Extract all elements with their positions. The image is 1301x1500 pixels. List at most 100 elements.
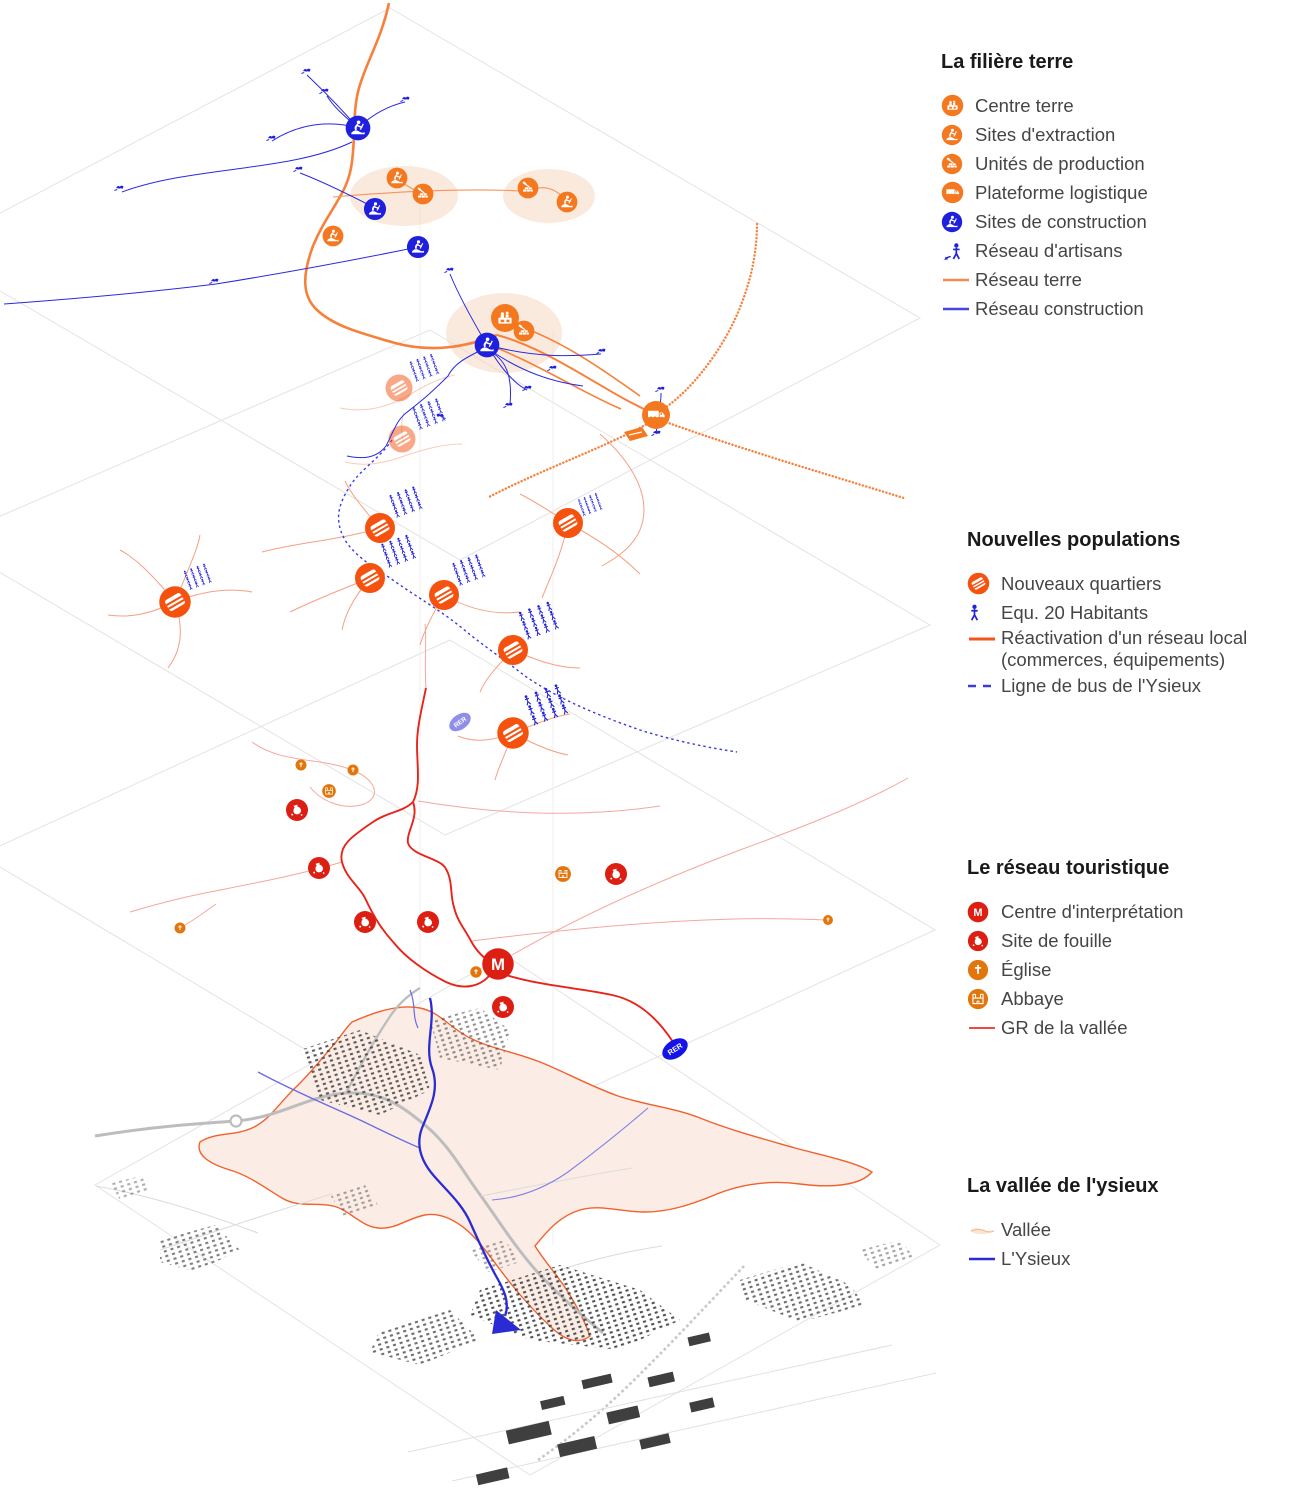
quartier-icon	[364, 512, 396, 544]
production-icon	[941, 152, 975, 175]
eglise-icon	[967, 958, 1001, 981]
construction-icon	[941, 211, 975, 233]
centre-terre-icon	[941, 94, 975, 117]
legend-nouvelles-populations: Nouvelles populations Nouveaux quartiers…	[967, 528, 1301, 700]
legend-label: Equ. 20 Habitants	[1001, 601, 1149, 623]
abbaye-icon	[321, 783, 337, 799]
quartier-icon	[428, 579, 460, 611]
legend-reseau-touristique: Le réseau touristique Centre d'interprét…	[967, 856, 1301, 1042]
habitants-crowd	[412, 398, 446, 430]
abbaye-icon	[554, 865, 572, 883]
fouille-icon	[354, 911, 376, 933]
centre-interpretation-icon	[967, 901, 1001, 923]
logistique-icon	[642, 401, 670, 429]
layer-touristique: RER	[129, 623, 909, 1060]
legend-item: Unités de production	[941, 149, 1291, 178]
logistics-dock-stripe	[628, 431, 643, 436]
ysieux-swatch	[967, 1255, 1001, 1263]
legend-item: Réactivation d'un réseau local (commerce…	[967, 627, 1301, 671]
reactivation-swatch	[967, 635, 1001, 643]
quartier-icon	[552, 507, 584, 539]
legend-item: GR de la vallée	[967, 1013, 1301, 1042]
layer-vallee	[94, 986, 937, 1486]
legend-label: Nouveaux quartiers	[1001, 572, 1162, 594]
fouille-icon	[417, 911, 439, 933]
fouille-icon	[308, 857, 330, 879]
extraction-icon	[323, 226, 344, 247]
tourist-icons	[174, 759, 834, 1018]
reseau-terre-dotted	[487, 221, 906, 500]
legend-item: Plateforme logistique	[941, 178, 1291, 207]
legend-label: Centre d'interprétation	[1001, 900, 1184, 922]
legend-item: Réseau d'artisans	[941, 236, 1291, 265]
quartier-icon	[497, 634, 529, 666]
legend-item: Centre terre	[941, 91, 1291, 120]
legend-item: Centre d'interprétation	[967, 897, 1301, 926]
artisan-icon	[941, 241, 975, 261]
gr-secondary-paths	[129, 623, 909, 956]
eglise-icon	[822, 914, 834, 926]
legend-item: Site de fouille	[967, 926, 1301, 955]
legend-label: L'Ysieux	[1001, 1247, 1071, 1269]
legend-item: Vallée	[967, 1215, 1301, 1244]
legend-label: Ligne de bus de l'Ysieux	[1001, 674, 1201, 696]
construction-icon	[364, 198, 386, 220]
rer-station-badge: RER	[662, 1038, 688, 1060]
construction-icon	[407, 236, 429, 258]
legend-item: Equ. 20 Habitants	[967, 598, 1301, 627]
urban-fabric	[110, 1008, 915, 1365]
river-arrow	[492, 1310, 521, 1334]
legend-title: La filière terre	[941, 51, 1074, 73]
layer-filiere-terre	[3, 2, 906, 500]
vallee-swatch	[967, 1222, 1001, 1238]
eglise-icon	[347, 764, 359, 776]
legend-label: Réactivation d'un réseau local (commerce…	[1001, 627, 1248, 670]
fouille-icon	[967, 930, 1001, 952]
reseau-terre-swatch	[941, 276, 975, 284]
future-quartiers	[384, 373, 417, 454]
legend-label: Réseau d'artisans	[975, 239, 1123, 261]
legend-vallee: La vallée de l'ysieux Vallée L'Ysieux	[967, 1174, 1301, 1273]
extraction-icon	[387, 168, 408, 189]
rer-station-badge-light: RER	[449, 712, 471, 732]
legend-item: Réseau terre	[941, 265, 1291, 294]
legend-label: Centre terre	[975, 94, 1074, 116]
legend-title: La vallée de l'ysieux	[967, 1175, 1159, 1197]
legend-label: Sites d'extraction	[975, 123, 1116, 145]
fouille-icon	[492, 996, 514, 1018]
legend-item: Sites de construction	[941, 207, 1291, 236]
logistique-icon	[941, 181, 975, 204]
legend-item: Sites d'extraction	[941, 120, 1291, 149]
legend-label: Unités de production	[975, 152, 1145, 174]
legend-item: Ligne de bus de l'Ysieux	[967, 671, 1301, 700]
construction-icon	[475, 333, 500, 358]
reseau-construction-lines	[3, 74, 662, 459]
legend-label: Réseau terre	[975, 268, 1082, 290]
fouille-icon	[286, 799, 308, 821]
quartier-icon	[354, 562, 386, 594]
habitants-crowd	[409, 354, 439, 382]
eglise-icon	[174, 922, 186, 934]
eglise-icon	[295, 759, 307, 771]
bus-line	[337, 439, 738, 753]
production-icon	[516, 176, 540, 200]
legend-title: Le réseau touristique	[967, 857, 1170, 879]
layer-planes	[0, 7, 941, 1476]
legend-label: Réseau construction	[975, 297, 1144, 319]
legend-item: Réseau construction	[941, 294, 1291, 323]
fouille-icon	[605, 863, 627, 885]
legend-item: L'Ysieux	[967, 1244, 1301, 1273]
railway	[537, 1265, 745, 1462]
legend-label: Église	[1001, 958, 1052, 980]
legend-filiere-terre: La filière terre Centre terre Sites d'ex…	[941, 50, 1291, 323]
industrial-buildings	[475, 1332, 715, 1486]
abbaye-icon	[967, 987, 1001, 1010]
legend-item: Abbaye	[967, 984, 1301, 1013]
gr-swatch	[967, 1024, 1001, 1032]
legend-label: Abbaye	[1001, 987, 1064, 1009]
reseau-construction-swatch	[941, 305, 975, 313]
habitant-icon	[967, 603, 1001, 622]
quartier-icon	[158, 585, 192, 619]
gr-main-path	[340, 687, 674, 1043]
legend-label: Vallée	[1001, 1218, 1052, 1240]
